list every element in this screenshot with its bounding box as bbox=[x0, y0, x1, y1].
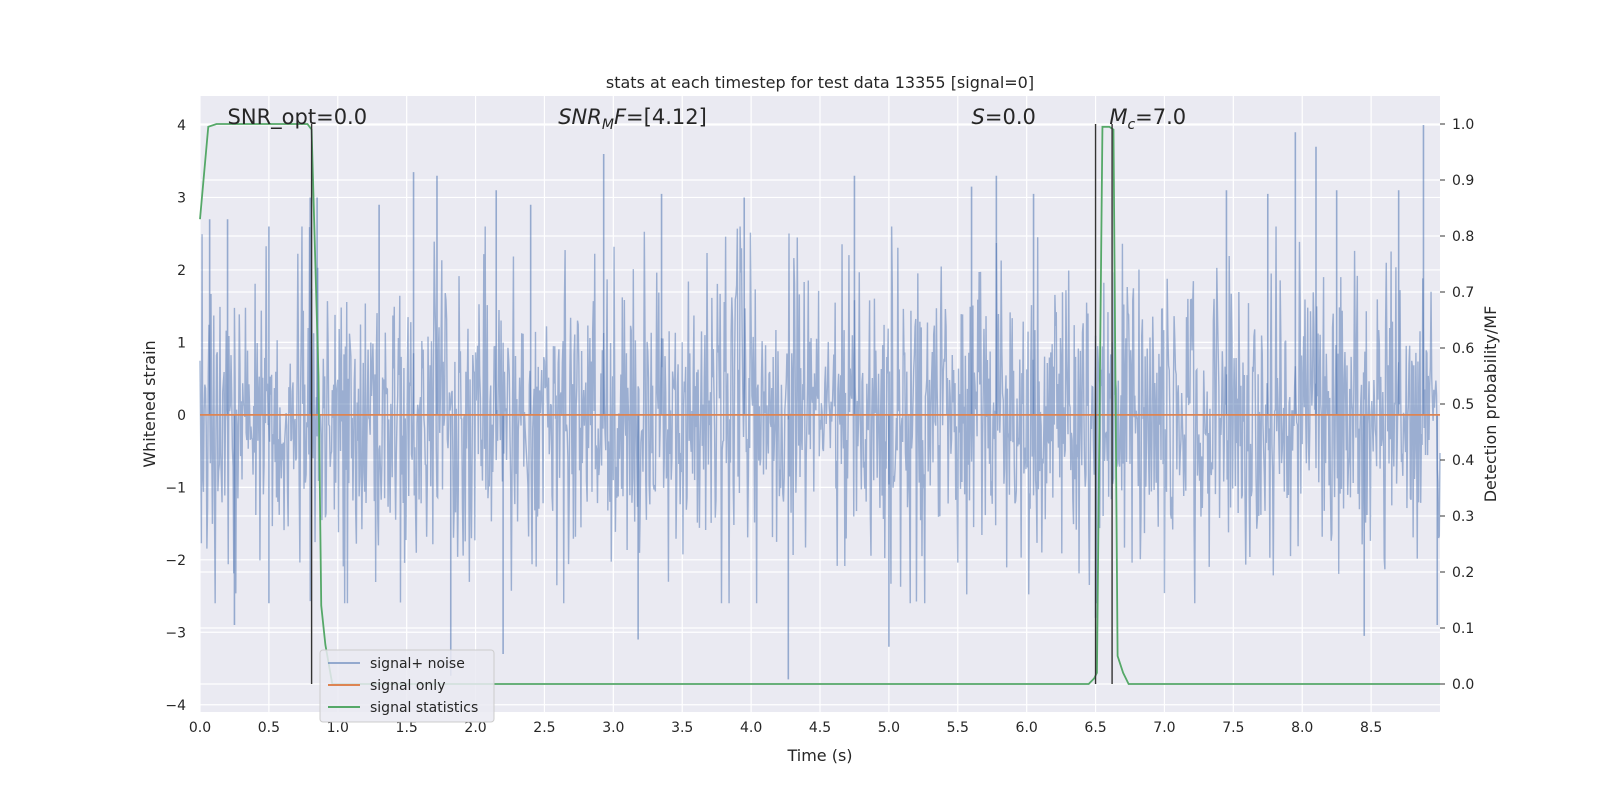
y2-tick-label: 0.8 bbox=[1452, 229, 1474, 245]
annotation-s-stat: S=0.0 bbox=[972, 105, 1036, 129]
x-tick-labels: 0.0 0.5 1.0 1.5 2.0 2.5 3.0 3.5 4.0 4.5 5.0 5.5 6.0 6… bbox=[189, 720, 1382, 736]
legend-label-noise: signal+ noise bbox=[370, 656, 465, 672]
x-tick-label: 1.5 bbox=[396, 720, 418, 736]
y2-axis-label: Detection probability/MF bbox=[1481, 306, 1500, 503]
y2-tick-label: 0.3 bbox=[1452, 509, 1474, 525]
legend-label-statistics: signal statistics bbox=[370, 700, 478, 716]
y2-tick-label: 0.6 bbox=[1452, 341, 1474, 357]
legend-label-signal: signal only bbox=[370, 678, 445, 694]
x-tick-label: 4.0 bbox=[740, 720, 762, 736]
y2-tick-labels: 0.0 0.1 0.2 0.3 0.4 0.5 0.6 0.7 0.8 0.9 1.0 bbox=[1440, 117, 1474, 693]
x-tick-label: 0.5 bbox=[258, 720, 280, 736]
vertical-markers bbox=[310, 124, 1113, 684]
y-tick-label: 0 bbox=[177, 408, 186, 424]
y2-tick-label: 0.2 bbox=[1452, 565, 1474, 581]
y-tick-label: −3 bbox=[165, 625, 186, 641]
x-tick-label: 1.0 bbox=[327, 720, 349, 736]
legend-box bbox=[319, 649, 495, 723]
annotation-snr-mf: SNRMF=[4.12] bbox=[558, 105, 707, 133]
y-tick-label: 2 bbox=[177, 263, 186, 279]
y-tick-label: 1 bbox=[177, 335, 186, 351]
x-tick-label: 8.5 bbox=[1360, 720, 1382, 736]
y-axis-label: Whitened strain bbox=[140, 340, 159, 467]
chart-title: stats at each timestep for test data 133… bbox=[606, 73, 1034, 92]
x-tick-label: 3.5 bbox=[671, 720, 693, 736]
x-tick-label: 7.0 bbox=[1153, 720, 1175, 736]
x-tick-label: 6.5 bbox=[1084, 720, 1106, 736]
y-tick-label: −4 bbox=[165, 698, 186, 714]
stat-annotations: SNR_opt=0.0 SNRMF=[4.12] S=0.0 Mc=7.0 bbox=[228, 105, 1187, 133]
y2-tick-label: 0.1 bbox=[1452, 621, 1474, 637]
x-tick-label: 5.5 bbox=[947, 720, 969, 736]
x-tick-label: 0.0 bbox=[189, 720, 211, 736]
y-tick-label: −1 bbox=[165, 480, 186, 496]
y2-tick-label: 0.0 bbox=[1452, 677, 1474, 693]
annotation-chirp-mass: Mc=7.0 bbox=[1109, 105, 1186, 133]
y2-tick-label: 1.0 bbox=[1452, 117, 1474, 133]
x-tick-label: 7.5 bbox=[1222, 720, 1244, 736]
y-tick-label: −2 bbox=[165, 553, 186, 569]
y2-tick-label: 0.4 bbox=[1452, 453, 1474, 469]
y2-tick-label: 0.9 bbox=[1452, 173, 1474, 189]
x-axis-label: Time (s) bbox=[786, 746, 852, 765]
y-tick-labels: −4 −3 −2 −1 0 1 2 3 4 bbox=[165, 118, 186, 714]
series-lines bbox=[199, 123, 1440, 685]
y-tick-label: 4 bbox=[177, 118, 186, 134]
x-tick-label: 2.5 bbox=[533, 720, 555, 736]
x-tick-label: 4.5 bbox=[809, 720, 831, 736]
y2-tick-label: 0.5 bbox=[1452, 397, 1474, 413]
series-line-2 bbox=[199, 123, 1440, 685]
y2-tick-label: 0.7 bbox=[1452, 285, 1474, 301]
annotation-snr-opt: SNR_opt=0.0 bbox=[228, 105, 368, 130]
x-tick-label: 6.0 bbox=[1016, 720, 1038, 736]
legend: signal+ noise signal only signal statist… bbox=[319, 649, 495, 723]
series-signal-noise bbox=[199, 124, 1441, 680]
x-tick-label: 5.0 bbox=[878, 720, 900, 736]
x-tick-label: 2.0 bbox=[464, 720, 486, 736]
y-tick-label: 3 bbox=[177, 190, 186, 206]
x-tick-label: 8.0 bbox=[1291, 720, 1313, 736]
x-tick-label: 3.0 bbox=[602, 720, 624, 736]
noise-trace bbox=[199, 226, 1441, 604]
